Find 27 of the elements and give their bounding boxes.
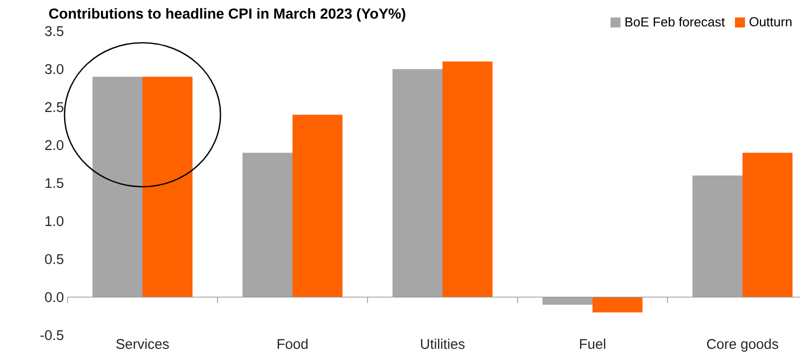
y-tick-label: 0.0 xyxy=(45,292,64,302)
y-tick-label: 2.0 xyxy=(45,140,64,150)
x-tick-label: Core goods xyxy=(707,338,778,352)
legend-label: BoE Feb forecast xyxy=(626,16,725,27)
bar xyxy=(442,62,493,298)
chart-title: Contributions to headline CPI in March 2023 (YoY%) xyxy=(49,8,406,22)
bar xyxy=(92,76,142,298)
y-tick-label: 0.5 xyxy=(45,254,64,264)
y-tick-label: -0.5 xyxy=(40,330,64,340)
bar xyxy=(392,69,443,298)
y-tick-label: 1.5 xyxy=(46,178,64,188)
y-tick-label: 3.5 xyxy=(45,26,64,36)
bar xyxy=(542,297,593,305)
x-tick-label: Services xyxy=(116,338,169,349)
y-tick-label: 2.5 xyxy=(45,102,64,112)
y-tick-label: 3.0 xyxy=(45,64,64,74)
legend-label: Outturn xyxy=(750,17,792,26)
bar xyxy=(142,76,192,298)
bar xyxy=(242,152,293,298)
bar xyxy=(692,176,743,298)
bar xyxy=(592,297,643,312)
x-tick-label: Utilities xyxy=(421,338,465,349)
x-tick-label: Food xyxy=(278,338,308,349)
bar xyxy=(292,114,343,298)
x-tick-label: Fuel xyxy=(580,338,606,349)
y-tick-label: 1.0 xyxy=(46,216,64,226)
bar xyxy=(742,152,793,298)
